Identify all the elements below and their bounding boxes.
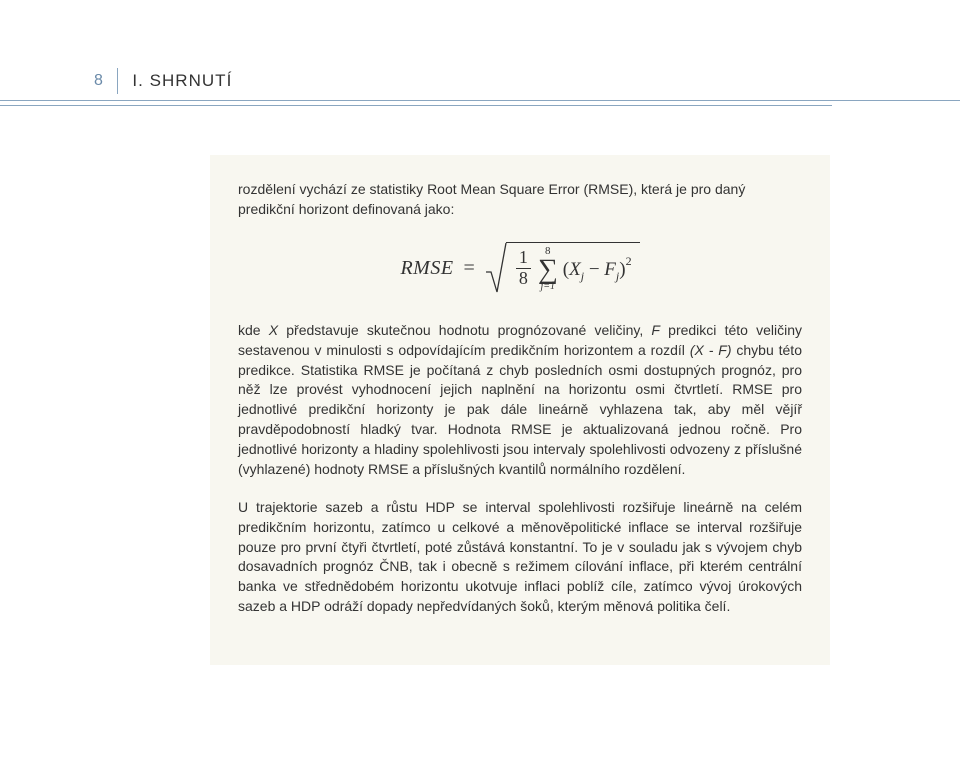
intro-paragraph: rozdělení vychází ze statistiky Root Mea… [238, 179, 802, 220]
horizontal-rule-top [0, 100, 960, 101]
paragraph-1: kde X představuje skutečnou hodnotu prog… [238, 321, 802, 480]
fraction-denominator: 8 [516, 269, 531, 289]
term: (Xj − Fj)2 [563, 254, 632, 284]
rmse-formula: RMSE = 1 8 8 ∑ j=1 [400, 242, 639, 295]
x-sub: j [581, 269, 584, 283]
radical-icon [485, 242, 507, 294]
page-number: 8 [94, 72, 103, 90]
sqrt-group: 1 8 8 ∑ j=1 (Xj − Fj)2 [485, 242, 640, 295]
p1-diff: (X - F) [690, 342, 732, 358]
content-box: rozdělení vychází ze statistiky Root Mea… [210, 155, 830, 665]
formula-container: RMSE = 1 8 8 ∑ j=1 [238, 242, 802, 295]
document-page: 8 I. SHRNUTÍ rozdělení vychází ze statis… [0, 0, 960, 769]
formula-equals: = [464, 257, 475, 280]
horizontal-rule-bottom [0, 105, 832, 106]
square: 2 [626, 254, 632, 268]
header-separator [117, 68, 119, 94]
fraction-numerator: 1 [516, 248, 531, 269]
p1-x: X [269, 322, 278, 338]
x-var: X [569, 259, 581, 280]
formula-lhs: RMSE [400, 257, 453, 280]
fraction: 1 8 [516, 248, 531, 289]
sigma-symbol: ∑ [538, 257, 558, 282]
f-var: F [604, 259, 616, 280]
p1-f: F [651, 322, 660, 338]
page-header: 8 I. SHRNUTÍ [94, 68, 232, 94]
p1-b: představuje skutečnou hodnotu prognózova… [278, 322, 651, 338]
paragraph-2: U trajektorie sazeb a růstu HDP se inter… [238, 498, 802, 617]
minus: − [589, 259, 600, 280]
summation: 8 ∑ j=1 [538, 246, 558, 292]
section-title: I. SHRNUTÍ [132, 71, 232, 91]
under-root: 1 8 8 ∑ j=1 (Xj − Fj)2 [506, 242, 640, 295]
p1-a: kde [238, 322, 269, 338]
p1-d: chybu této predikce. Statistika RMSE je … [238, 342, 802, 477]
sum-lower: j=1 [541, 282, 556, 292]
